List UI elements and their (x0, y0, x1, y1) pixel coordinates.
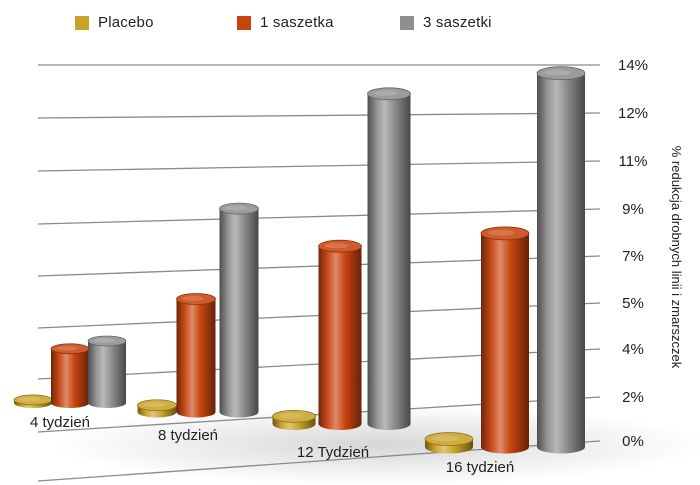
y-tick-label: 0% (622, 433, 644, 450)
x-category-label: 12 Tydzień (297, 444, 369, 461)
y-tick-label: 12% (618, 105, 648, 122)
bar (176, 293, 216, 418)
bar (13, 394, 53, 408)
bar (424, 432, 474, 454)
y-tick-label: 2% (622, 389, 644, 406)
bar (50, 343, 90, 408)
y-axis-label: % redukcja drobnych linii i zmarszczek (669, 146, 684, 369)
legend-label: Placebo (98, 14, 154, 31)
bar (219, 202, 259, 418)
bar (480, 226, 530, 454)
gridline (37, 112, 601, 119)
y-tick-label: 11% (619, 153, 648, 170)
bar (87, 335, 127, 408)
bar (536, 66, 586, 454)
y-tick-label: 5% (622, 295, 644, 312)
x-category-label: 4 tydzień (30, 414, 90, 431)
y-tick-label: 7% (622, 248, 644, 265)
legend-label: 1 saszetka (260, 14, 334, 31)
y-tick-label: 4% (622, 341, 644, 358)
legend-swatch (400, 15, 414, 30)
legend-swatch (237, 15, 251, 30)
bar (367, 87, 411, 431)
legend-swatch (75, 15, 89, 30)
bar (272, 409, 316, 431)
y-tick-label: 14% (618, 57, 648, 74)
gridline (37, 208, 601, 225)
legend-item: 3 saszetki (400, 14, 492, 31)
legend-label: 3 saszetki (423, 14, 492, 31)
legend: Placebo 1 saszetka 3 saszetki (0, 0, 700, 50)
x-category-label: 8 tydzień (158, 427, 218, 444)
bar (137, 399, 177, 418)
legend-item: 1 saszetka (237, 14, 334, 31)
bar (318, 239, 362, 431)
x-category-label: 16 tydzień (446, 459, 514, 476)
legend-item: Placebo (75, 14, 154, 31)
gridline (37, 160, 601, 172)
y-tick-label: 9% (622, 201, 644, 218)
